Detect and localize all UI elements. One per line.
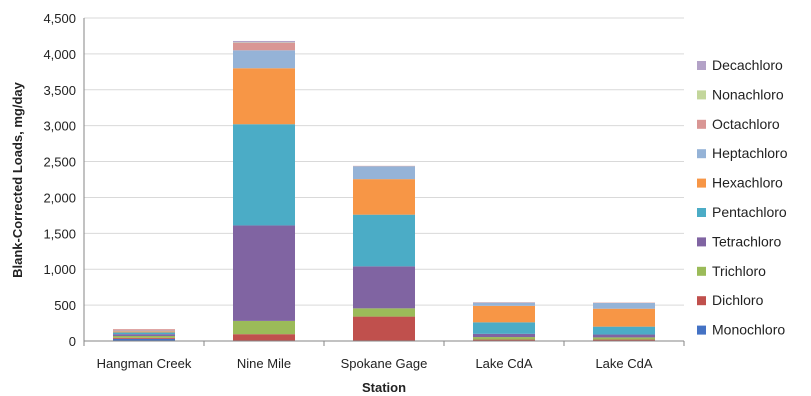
- bar-segment: [473, 337, 535, 340]
- axes: [83, 18, 685, 346]
- y-tick-label: 2,000: [43, 190, 76, 205]
- bars: [113, 40, 655, 341]
- bar-segment: [233, 68, 295, 125]
- legend-swatch: [697, 178, 706, 188]
- x-tick-labels: Hangman Creek Nine Mile Spokane Gage Lake C…: [97, 356, 653, 371]
- legend-label: Pentachloro: [712, 204, 787, 220]
- legend-label: Trichloro: [712, 263, 766, 279]
- legend-label: Hexachloro: [712, 175, 783, 191]
- y-tick-label: 3,000: [43, 119, 76, 134]
- bar-segment: [353, 308, 415, 317]
- bar-segment: [473, 339, 535, 341]
- bar-segment: [593, 337, 655, 340]
- legend-swatch: [697, 149, 706, 159]
- bar-segment: [113, 335, 175, 338]
- legend-label: Heptachloro: [712, 145, 788, 161]
- x-tick-label: Lake CdA: [475, 356, 532, 371]
- gridlines: [84, 17, 684, 306]
- bar-segment: [593, 334, 655, 338]
- bar-segment: [353, 179, 415, 215]
- x-tick-label: Lake CdA: [595, 356, 652, 371]
- bar-segment: [113, 329, 175, 331]
- bar-segment: [233, 334, 295, 341]
- x-tick-label: Hangman Creek: [97, 356, 192, 371]
- bar-segment: [233, 225, 295, 321]
- y-tick-label: 0: [69, 334, 76, 349]
- bar-segment: [113, 330, 175, 332]
- legend-label: Dichloro: [712, 292, 764, 308]
- y-tick-label: 4,000: [43, 47, 76, 62]
- bar-segment: [593, 308, 655, 327]
- legend-label: Decachloro: [712, 57, 783, 73]
- y-tick-label: 3,500: [43, 83, 76, 98]
- bar-segment: [113, 332, 175, 335]
- legend-label: Octachloro: [712, 116, 780, 132]
- bar-segment: [233, 124, 295, 226]
- legend-swatch: [697, 325, 706, 335]
- y-tick-labels: 0 500 1,000 1,500 2,000 2,500 3,000 3,500 4,000 4…: [43, 11, 76, 349]
- bar-segment: [233, 320, 295, 335]
- bar-segment: [593, 339, 655, 341]
- y-tick-label: 1,500: [43, 226, 76, 241]
- bar-segment: [593, 302, 655, 309]
- legend-swatch: [697, 237, 706, 247]
- bar-segment: [353, 214, 415, 267]
- bar-segment: [353, 166, 415, 180]
- legend-label: Monochloro: [712, 322, 785, 338]
- legend-swatch: [697, 266, 706, 276]
- bar-segment: [113, 331, 175, 333]
- legend-swatch: [697, 208, 706, 217]
- bar-segment: [233, 42, 295, 51]
- legend-swatch: [697, 61, 706, 70]
- bar-segment: [353, 316, 415, 341]
- bar-segment: [473, 333, 535, 338]
- legend: Decachloro Nonachloro Octachloro Heptachlor…: [697, 57, 788, 338]
- y-tick-label: 500: [54, 298, 76, 313]
- y-tick-label: 4,500: [43, 11, 76, 26]
- x-axis-title: Station: [362, 380, 406, 395]
- y-tick-label: 1,000: [43, 262, 76, 277]
- x-tick-label: Spokane Gage: [341, 356, 428, 371]
- y-axis-title: Blank-Corrected Loads, mg/day: [10, 81, 25, 278]
- bar-segment: [113, 338, 175, 341]
- legend-label: Tetrachloro: [712, 233, 781, 249]
- bar-segment: [113, 334, 175, 336]
- x-tick-label: Nine Mile: [237, 356, 291, 371]
- bar-segment: [353, 266, 415, 309]
- legend-swatch: [697, 296, 706, 306]
- legend-swatch: [697, 90, 706, 100]
- bar-segment: [233, 40, 295, 43]
- bar-segment: [113, 337, 175, 339]
- bar-segment: [473, 305, 535, 323]
- bar-segment: [473, 302, 535, 306]
- bar-segment: [473, 322, 535, 334]
- bar-segment: [593, 326, 655, 335]
- legend-swatch: [697, 119, 706, 129]
- bar-segment: [233, 50, 295, 69]
- legend-label: Nonachloro: [712, 86, 784, 102]
- y-tick-label: 2,500: [43, 155, 76, 170]
